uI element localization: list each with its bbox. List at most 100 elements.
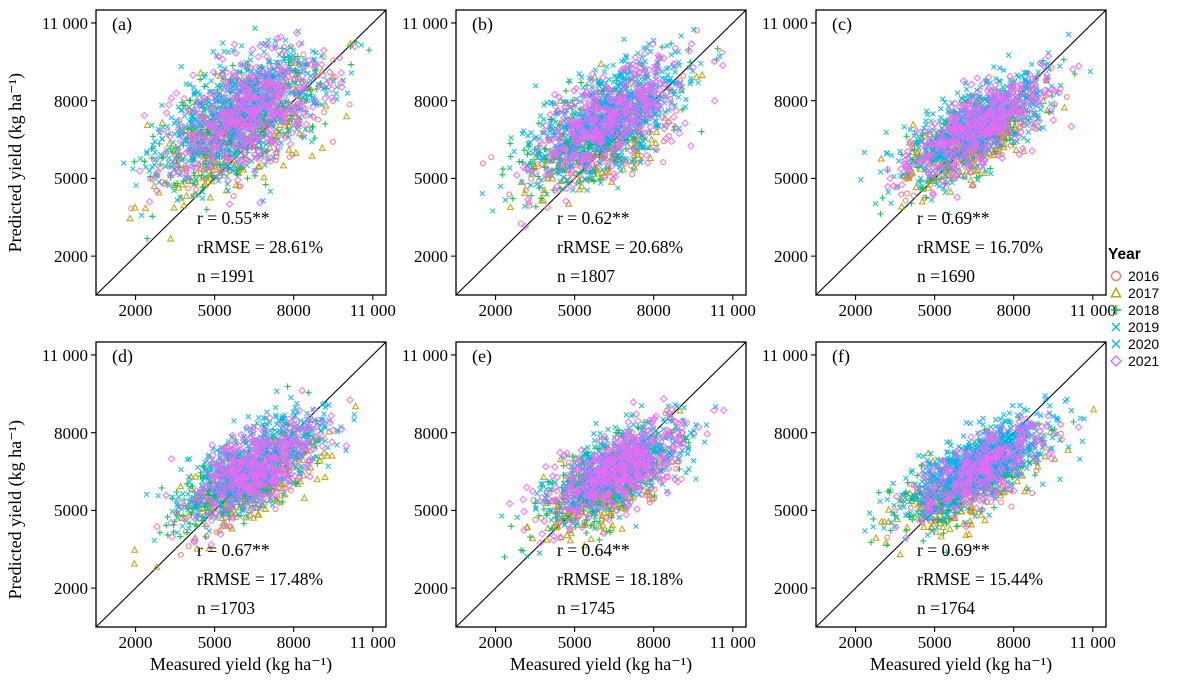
legend-label: 2017 <box>1128 284 1160 301</box>
x-tick-label: 8000 <box>996 301 1031 320</box>
y-tick-label: 11 000 <box>41 345 88 365</box>
legend-item-2021: 2021 <box>1108 352 1183 369</box>
panel-letter: (c) <box>832 14 852 34</box>
y-axis-title: Predicted yield (kg ha⁻¹) <box>0 334 30 686</box>
scatter-canvas-a <box>30 2 390 324</box>
y-tick-label: 5000 <box>774 169 808 189</box>
x-tick-label: 2000 <box>478 301 513 320</box>
x-tick-label: 5000 <box>917 301 952 320</box>
stat-n: n =1991 <box>197 266 255 286</box>
panel-d: Measured yield (kg ha⁻¹) 2000 2000 5000 500… <box>30 334 396 686</box>
legend-item-2019: 2019 <box>1108 318 1183 335</box>
y-tick-label: 2000 <box>414 579 448 599</box>
stat-n: n =1690 <box>917 266 975 286</box>
plus-marker-icon <box>1111 304 1121 315</box>
y-tick-label: 2000 <box>774 579 808 599</box>
stat-n: n =1764 <box>917 598 975 618</box>
x-tick-label: 2000 <box>118 633 153 652</box>
panel-e: Measured yield (kg ha⁻¹) 2000 2000 5000 500… <box>390 334 756 686</box>
y-tick-label: 11 000 <box>41 13 88 33</box>
legend-title: Year <box>1108 246 1141 263</box>
x-axis-title: Measured yield (kg ha⁻¹) <box>869 654 1053 674</box>
triangle-marker-icon <box>1110 286 1122 297</box>
x-marker-icon <box>1111 339 1121 348</box>
x-tick-label: 8000 <box>636 301 671 320</box>
x-tick-label: 8000 <box>276 301 311 320</box>
y-tick-label: 11 000 <box>401 13 448 33</box>
x-tick-label: 11 000 <box>1069 633 1116 652</box>
scatter-canvas-e <box>390 334 750 656</box>
y-tick-label: 2000 <box>414 247 448 267</box>
stat-n: n =1703 <box>197 598 255 618</box>
x-tick-label: 11 000 <box>709 633 756 652</box>
y-tick-label: 5000 <box>54 501 88 521</box>
x-tick-label: 8000 <box>636 633 671 652</box>
y-axis-title-text: Predicted yield (kg ha⁻¹) <box>5 420 25 600</box>
y-tick-label: 5000 <box>54 169 88 189</box>
y-tick-label: 8000 <box>774 423 808 443</box>
legend-item-2020: 2020 <box>1108 335 1183 352</box>
y-tick-label: 2000 <box>774 247 808 267</box>
legend-label: 2016 <box>1128 267 1160 284</box>
stat-r: r = 0.69** <box>917 540 990 560</box>
x-tick-label: 8000 <box>276 633 311 652</box>
x-tick-label: 11 000 <box>1069 301 1116 320</box>
stat-r: r = 0.67** <box>197 540 270 560</box>
scatter-canvas-b <box>390 2 750 324</box>
panel-c: 2000 2000 5000 5000 8000 8000 11 000 11 000 (c) r… <box>750 2 1116 324</box>
panel-f: Measured yield (kg ha⁻¹) 2000 2000 5000 500… <box>750 334 1116 686</box>
y-tick-label: 5000 <box>774 501 808 521</box>
stat-rrmse: rRMSE = 17.48% <box>197 569 324 589</box>
y-tick-label: 5000 <box>414 501 448 521</box>
x-tick-label: 11 000 <box>709 301 756 320</box>
stat-r: r = 0.55** <box>197 208 270 228</box>
legend-item-2016: 2016 <box>1108 267 1183 284</box>
stat-rrmse: rRMSE = 28.61% <box>197 237 324 257</box>
figure-row-bottom: Predicted yield (kg ha⁻¹) Measured yield… <box>0 334 1183 686</box>
x-marker-icon <box>1111 322 1121 331</box>
y-tick-label: 11 000 <box>761 345 808 365</box>
panel-letter: (d) <box>112 346 133 366</box>
legend-item-2017: 2017 <box>1108 284 1183 301</box>
panel-a: 2000 2000 5000 5000 8000 8000 11 000 11 000 (a) r… <box>30 2 396 324</box>
legend: Year 2016 2017 2018 2019 2020 2021 <box>1108 246 1183 369</box>
stat-rrmse: rRMSE = 16.70% <box>917 237 1044 257</box>
x-tick-label: 5000 <box>197 633 232 652</box>
y-tick-label: 2000 <box>54 247 88 267</box>
x-tick-label: 11 000 <box>349 301 396 320</box>
x-tick-label: 2000 <box>838 301 873 320</box>
y-tick-label: 11 000 <box>761 13 808 33</box>
legend-label: 2018 <box>1128 301 1160 318</box>
y-tick-label: 8000 <box>54 91 88 111</box>
figure-row-top: Predicted yield (kg ha⁻¹) 2000 2000 5000 50… <box>0 2 1183 324</box>
legend-label: 2021 <box>1128 352 1160 369</box>
stat-r: r = 0.64** <box>557 540 630 560</box>
y-tick-label: 8000 <box>414 423 448 443</box>
scatter-canvas-f <box>750 334 1110 656</box>
y-tick-label: 5000 <box>414 169 448 189</box>
stat-n: n =1807 <box>557 266 615 286</box>
x-tick-label: 5000 <box>917 633 952 652</box>
x-tick-label: 2000 <box>478 633 513 652</box>
stat-r: r = 0.62** <box>557 208 630 228</box>
x-tick-label: 11 000 <box>349 633 396 652</box>
x-tick-label: 5000 <box>557 633 592 652</box>
panel-letter: (a) <box>112 14 132 34</box>
diamond-marker-icon <box>1110 354 1122 367</box>
scatter-canvas-c <box>750 2 1110 324</box>
panel-letter: (f) <box>832 346 850 366</box>
stat-rrmse: rRMSE = 18.18% <box>557 569 684 589</box>
legend-label: 2019 <box>1128 318 1160 335</box>
panel-b: 2000 2000 5000 5000 8000 8000 11 000 11 000 (b) r… <box>390 2 756 324</box>
x-tick-label: 5000 <box>197 301 232 320</box>
y-tick-label: 8000 <box>414 91 448 111</box>
x-tick-label: 2000 <box>838 633 873 652</box>
legend-label: 2020 <box>1128 335 1160 352</box>
stat-rrmse: rRMSE = 20.68% <box>557 237 684 257</box>
legend-item-2018: 2018 <box>1108 301 1183 318</box>
y-axis-title-text: Predicted yield (kg ha⁻¹) <box>5 73 25 253</box>
panel-letter: (e) <box>472 346 492 366</box>
y-tick-label: 8000 <box>774 91 808 111</box>
y-tick-label: 8000 <box>54 423 88 443</box>
